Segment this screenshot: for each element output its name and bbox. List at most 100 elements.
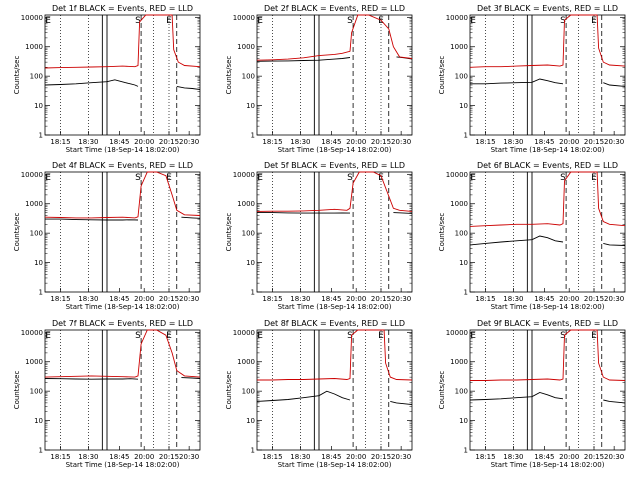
panel-title: Det 4f BLACK = Events, RED = LLD (52, 161, 193, 170)
y-tick-label: 100 (30, 388, 43, 396)
panel-det-7: Det 7f BLACK = Events, RED = LLD 1 10 100 10… (13, 319, 201, 469)
panel-det-9: Det 9f BLACK = Events, RED = LLD 1 10 100 10… (438, 319, 626, 469)
y-tick-label: 100 (455, 388, 468, 396)
y-tick-label: 10 (459, 417, 468, 425)
y-tick-label: 10 (34, 102, 43, 110)
y-tick-label: 100 (455, 230, 468, 238)
panel-title: Det 6f BLACK = Events, RED = LLD (477, 161, 618, 170)
plot-frame (44, 329, 201, 451)
x-tick-label: 18:45 (321, 295, 341, 303)
event-marker-s: S (560, 16, 566, 26)
event-marker-e: E (591, 173, 597, 183)
y-tick-label: 10 (459, 259, 468, 267)
x-tick-label: 18:15 (262, 138, 282, 146)
x-tick-label: 18:30 (290, 295, 310, 303)
y-tick-label: 1000 (237, 358, 255, 366)
series-line-lld (44, 329, 201, 378)
panel-det-2: Det 2f BLACK = Events, RED = LLD 1 10 100 10… (225, 4, 413, 154)
x-tick-label: 20:30 (604, 295, 624, 303)
x-tick-label: 20:15 (371, 453, 391, 461)
y-axis-label: Counts/sec (13, 56, 21, 95)
event-marker-s: S (560, 331, 566, 341)
x-tick-label: 18:45 (534, 138, 554, 146)
series-line-events (257, 212, 413, 214)
series-line-lld (257, 329, 413, 381)
x-tick-label: 20:15 (371, 138, 391, 146)
x-axis-label: Start Time (18-Sep-14 18:02:00) (66, 303, 180, 311)
y-tick-label: 1 (39, 447, 43, 455)
series-line-events (469, 392, 626, 404)
x-tick-label: 18:30 (78, 138, 98, 146)
x-tick-label: 18:30 (78, 453, 98, 461)
x-tick-label: 20:00 (134, 138, 154, 146)
event-marker-e: E (378, 331, 384, 341)
series-line-lld (469, 14, 626, 68)
y-tick-label: 1 (39, 132, 43, 140)
y-tick-label: 10000 (446, 14, 468, 22)
panel-title: Det 5f BLACK = Events, RED = LLD (264, 161, 405, 170)
series-line-lld (256, 14, 413, 61)
event-marker-e: E (45, 173, 51, 183)
event-marker-e: E (45, 16, 51, 26)
y-tick-label: 1000 (25, 200, 43, 208)
y-tick-label: 100 (30, 73, 43, 81)
panel-title: Det 1f BLACK = Events, RED = LLD (52, 4, 193, 13)
event-marker-s: S (347, 16, 353, 26)
panel-det-8: Det 8f BLACK = Events, RED = LLD 1 10 100 10… (225, 319, 413, 469)
event-marker-e: E (166, 173, 172, 183)
x-tick-label: 20:30 (604, 138, 624, 146)
y-tick-label: 100 (242, 388, 255, 396)
series-line-events (44, 377, 201, 380)
event-marker-e: E (470, 173, 476, 183)
y-tick-label: 1 (251, 447, 255, 455)
y-tick-label: 1000 (450, 200, 468, 208)
x-tick-label: 20:15 (159, 295, 179, 303)
y-axis-label: Counts/sec (225, 56, 233, 95)
x-tick-label: 18:15 (475, 138, 495, 146)
plot-frame (44, 171, 201, 293)
panel-title: Det 9f BLACK = Events, RED = LLD (477, 319, 618, 328)
x-tick-label: 18:45 (109, 295, 129, 303)
y-axis-label: Counts/sec (438, 56, 446, 95)
series-line-lld (44, 14, 201, 69)
x-tick-label: 20:00 (346, 453, 366, 461)
panel-title: Det 8f BLACK = Events, RED = LLD (264, 319, 405, 328)
x-tick-label: 18:45 (109, 453, 129, 461)
x-axis-label: Start Time (18-Sep-14 18:02:00) (278, 461, 392, 469)
y-tick-label: 10 (459, 102, 468, 110)
x-axis-label: Start Time (18-Sep-14 18:02:00) (491, 461, 605, 469)
y-tick-label: 1 (251, 132, 255, 140)
x-tick-label: 20:00 (346, 295, 366, 303)
x-tick-label: 20:00 (559, 453, 579, 461)
panel-title: Det 2f BLACK = Events, RED = LLD (264, 4, 405, 13)
x-axis-label: Start Time (18-Sep-14 18:02:00) (491, 303, 605, 311)
x-tick-label: 18:15 (262, 453, 282, 461)
event-marker-s: S (135, 173, 141, 183)
y-axis-label: Counts/sec (438, 213, 446, 252)
y-axis-label: Counts/sec (13, 371, 21, 410)
panel-det-3: Det 3f BLACK = Events, RED = LLD 1 10 100 10… (438, 4, 626, 154)
x-tick-label: 20:00 (559, 138, 579, 146)
series-line-events (256, 390, 413, 406)
y-tick-label: 10 (246, 417, 255, 425)
plot-frame (256, 329, 413, 451)
x-tick-label: 18:15 (262, 295, 282, 303)
y-tick-label: 10000 (446, 171, 468, 179)
y-tick-label: 10000 (21, 329, 43, 337)
series-line-events (44, 79, 201, 91)
y-tick-label: 1 (39, 289, 43, 297)
x-tick-label: 20:30 (179, 453, 199, 461)
x-tick-label: 20:15 (159, 453, 179, 461)
y-tick-label: 10000 (233, 171, 255, 179)
x-axis-label: Start Time (18-Sep-14 18:02:00) (66, 461, 180, 469)
x-tick-label: 18:30 (503, 453, 523, 461)
y-tick-label: 1 (251, 289, 255, 297)
x-tick-label: 20:30 (179, 295, 199, 303)
x-tick-label: 18:15 (475, 453, 495, 461)
y-tick-label: 1000 (237, 200, 255, 208)
panel-det-4: Det 4f BLACK = Events, RED = LLD 1 10 100 10… (13, 161, 201, 311)
x-tick-label: 20:30 (179, 138, 199, 146)
x-tick-label: 20:15 (584, 138, 604, 146)
y-tick-label: 1000 (25, 43, 43, 51)
